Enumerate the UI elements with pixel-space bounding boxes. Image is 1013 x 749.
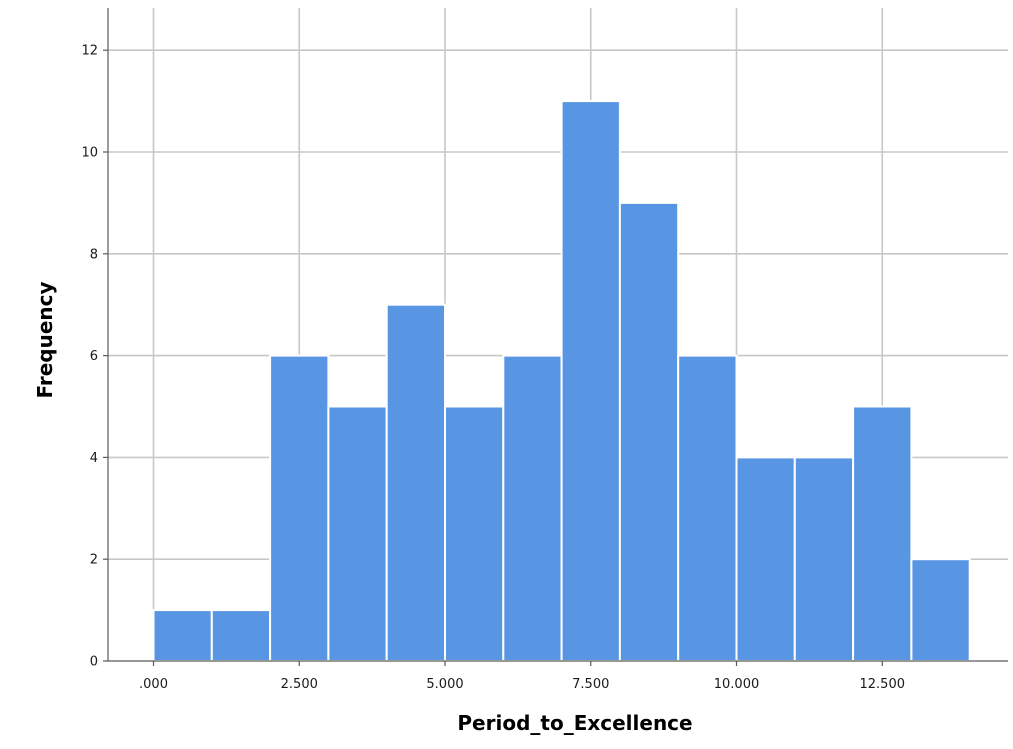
histogram-bar-8	[618, 201, 680, 662]
y-tick-label-3: 6	[90, 349, 98, 364]
y-tick-label-0: 0	[90, 655, 98, 670]
histogram-bar-1	[210, 609, 272, 662]
y-tick-label-6: 12	[81, 44, 98, 59]
histogram-bar-13	[910, 558, 971, 663]
histogram-bar-10	[735, 456, 796, 662]
histogram-bar-0	[152, 609, 213, 662]
x-tick-label-1: 2.500	[281, 677, 318, 692]
x-tick-label-5: 12.500	[860, 677, 906, 692]
histogram-bar-6	[502, 354, 563, 662]
bars-layer	[152, 100, 971, 663]
y-tick-label-5: 10	[81, 146, 98, 161]
y-tick-label-4: 8	[90, 247, 98, 262]
histogram-bar-12	[852, 405, 913, 662]
histogram-bar-5	[444, 405, 505, 662]
y-tick-label-2: 4	[90, 451, 98, 466]
x-axis-title: Period_to_Excellence	[457, 711, 692, 735]
histogram-bar-3	[327, 405, 388, 662]
x-tick-label-0: .000	[139, 677, 168, 692]
histogram-bar-9	[677, 354, 738, 662]
tick-layer: 0 2 4 6 8 10 12 .000 2.500 5.000 7.500 10.000 12.500	[81, 44, 905, 692]
histogram-bar-2	[269, 354, 330, 662]
x-tick-label-3: 7.500	[572, 677, 609, 692]
histogram-bar-4	[385, 303, 447, 662]
y-axis-title: Frequency	[33, 281, 57, 398]
histogram-bar-11	[793, 456, 855, 662]
y-tick-label-1: 2	[90, 553, 98, 568]
x-tick-label-4: 10.000	[714, 677, 760, 692]
histogram-bar-7	[560, 100, 621, 663]
axis-layer	[107, 8, 1008, 662]
x-tick-label-2: 5.000	[426, 677, 463, 692]
